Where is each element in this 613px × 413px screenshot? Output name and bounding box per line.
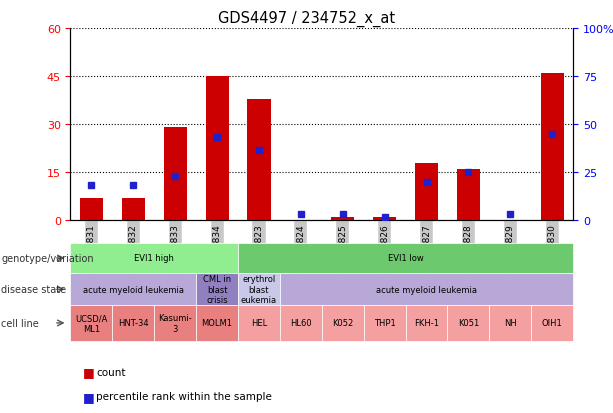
Text: erythrol
blast
eukemia: erythrol blast eukemia	[241, 275, 277, 304]
Text: EVI1 high: EVI1 high	[134, 254, 174, 263]
Bar	[541, 74, 564, 221]
Text: UCSD/A
ML1: UCSD/A ML1	[75, 313, 108, 333]
Text: NH: NH	[504, 319, 517, 328]
Text: cell line: cell line	[1, 318, 39, 328]
Text: K051: K051	[458, 319, 479, 328]
Text: OIH1: OIH1	[542, 319, 563, 328]
Text: ■: ■	[83, 365, 94, 378]
Text: Kasumi-
3: Kasumi- 3	[158, 313, 192, 333]
Text: count: count	[96, 367, 126, 377]
Bar	[122, 199, 145, 221]
Bar	[457, 170, 480, 221]
Text: CML in
blast
crisis: CML in blast crisis	[203, 275, 231, 304]
Text: percentile rank within the sample: percentile rank within the sample	[96, 392, 272, 401]
Text: MOLM1: MOLM1	[202, 319, 232, 328]
Text: HEL: HEL	[251, 319, 267, 328]
Text: THP1: THP1	[374, 319, 395, 328]
Text: GDS4497 / 234752_x_at: GDS4497 / 234752_x_at	[218, 10, 395, 26]
Bar	[80, 199, 103, 221]
Text: ■: ■	[83, 390, 94, 403]
Bar	[205, 77, 229, 221]
Text: HL60: HL60	[290, 319, 311, 328]
Text: K052: K052	[332, 319, 353, 328]
Text: disease state: disease state	[1, 285, 66, 294]
Bar	[373, 218, 396, 221]
Bar	[164, 128, 187, 221]
Text: genotype/variation: genotype/variation	[1, 253, 94, 263]
Bar	[248, 99, 270, 221]
Text: acute myeloid leukemia: acute myeloid leukemia	[376, 285, 477, 294]
Text: HNT-34: HNT-34	[118, 319, 148, 328]
Bar	[415, 163, 438, 221]
Bar	[331, 218, 354, 221]
Text: FKH-1: FKH-1	[414, 319, 439, 328]
Text: EVI1 low: EVI1 low	[388, 254, 424, 263]
Text: acute myeloid leukemia: acute myeloid leukemia	[83, 285, 184, 294]
